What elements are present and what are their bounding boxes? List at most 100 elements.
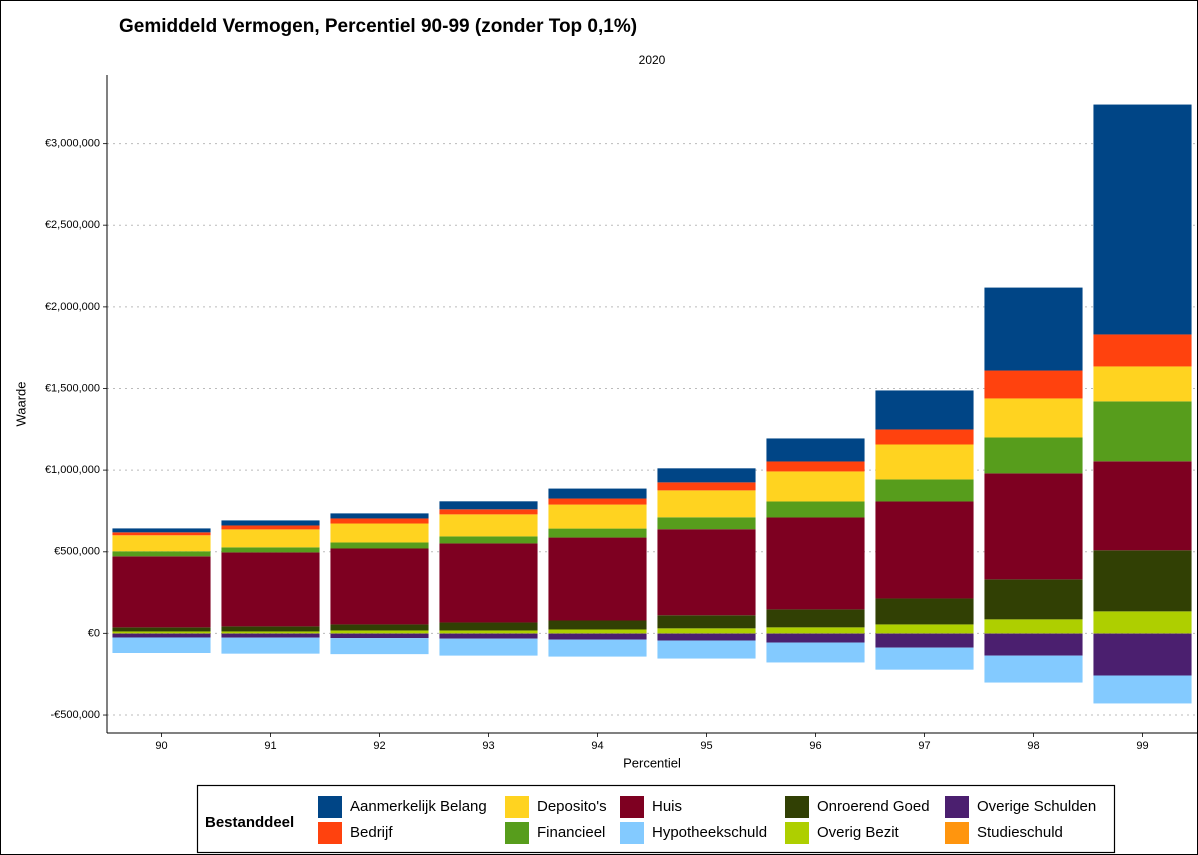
bar-segment [439,630,538,634]
legend-label: Overige Schulden [977,798,1096,815]
legend-label: Financieel [537,824,605,841]
bar-segment [875,501,974,599]
y-tick-label: €2,000,000 [45,301,100,313]
bar-segment [439,622,538,631]
bar-segment [439,543,538,623]
chart-title: Gemiddeld Vermogen, Percentiel 90-99 (zo… [119,16,637,37]
bar-segment [1093,401,1192,462]
bar-segment [112,528,211,533]
x-tick-label: 95 [700,740,712,752]
bar-segment [1093,334,1192,367]
bar-segment [657,529,756,616]
x-tick-label: 93 [482,740,494,752]
bar-segment [548,629,647,634]
y-tick-label: €0 [88,627,100,639]
bar-segment [875,444,974,480]
bar-segment [766,501,865,518]
legend-key [620,822,644,844]
bar-segment [221,633,320,638]
legend-label: Hypotheekschuld [652,824,767,841]
bar-segment [984,655,1083,683]
bar-segment [1093,550,1192,612]
bar-segment [548,498,647,505]
y-tick-label: €1,000,000 [45,464,100,476]
bar-segment [875,633,974,648]
legend-key [505,796,529,818]
bar-segment [875,624,974,634]
bar-segment [330,624,429,631]
legend-label: Bedrijf [350,824,393,841]
legend-key [505,822,529,844]
x-tick-label: 90 [155,740,167,752]
bar-segment [875,479,974,502]
bar-segment [330,630,429,634]
bar-segment [1093,104,1192,335]
bar-segment [330,518,429,524]
bar-segment [548,504,647,529]
bar-segment [766,642,865,663]
bar-segment [548,528,647,538]
bar-segment [984,579,1083,620]
facet-label: 2020 [639,53,666,67]
bar-segment [984,370,1083,399]
legend-label: Huis [652,798,682,815]
legend-label: Overig Bezit [817,824,900,841]
y-tick-label: €500,000 [54,546,100,558]
bar-segment [221,631,320,634]
bar-segment [766,471,865,502]
y-tick-label: €3,000,000 [45,137,100,149]
bar-segment [221,637,320,654]
bar-segment [1093,611,1192,634]
bar-segment [1093,633,1192,676]
bar-segment [112,551,211,557]
bar-segment [875,390,974,430]
bar-segment [330,633,429,639]
bar-segment [221,552,320,627]
legend-key [620,796,644,818]
y-axis-title: Waarde [13,381,28,426]
legend-title: Bestanddeel [205,814,294,831]
bar-segment [766,609,865,628]
x-tick-label: 91 [264,740,276,752]
bar-segment [766,627,865,634]
bar-segment [766,633,865,643]
bar-segment [112,556,211,628]
bar-segment [548,620,647,630]
bar-segment [766,517,865,610]
bar-segment [439,633,538,639]
bar-segment [548,633,647,640]
bar-segment [112,633,211,638]
legend-key [785,822,809,844]
bar-segment [657,468,756,483]
legend-key [785,796,809,818]
bar-segment [548,639,647,657]
bar-segment [439,509,538,515]
bar-segment [766,461,865,472]
legend-key [318,796,342,818]
bar-segment [1093,366,1192,402]
bar-segment [984,619,1083,634]
bar-segment [330,548,429,625]
bar-segment [766,438,865,462]
bar-segment [221,529,320,548]
bar-segment [548,488,647,499]
bar-segment [112,535,211,552]
bar-segment [1093,675,1192,704]
bar-segment [657,482,756,491]
bar-segment [875,647,974,670]
y-tick-label: -€500,000 [50,709,100,721]
y-tick-label: €1,500,000 [45,382,100,394]
y-tick-label: €2,500,000 [45,219,100,231]
bar-segment [221,547,320,553]
legend-label: Aanmerkelijk Belang [350,798,487,815]
bar-segment [112,637,211,653]
bar-segment [1093,461,1192,551]
bar-segment [112,627,211,632]
bar-segment [657,615,756,629]
legend-label: Deposito's [537,798,607,815]
x-tick-label: 99 [1136,740,1148,752]
bar-segment [984,437,1083,474]
legend-key [945,796,969,818]
bar-segment [221,626,320,632]
